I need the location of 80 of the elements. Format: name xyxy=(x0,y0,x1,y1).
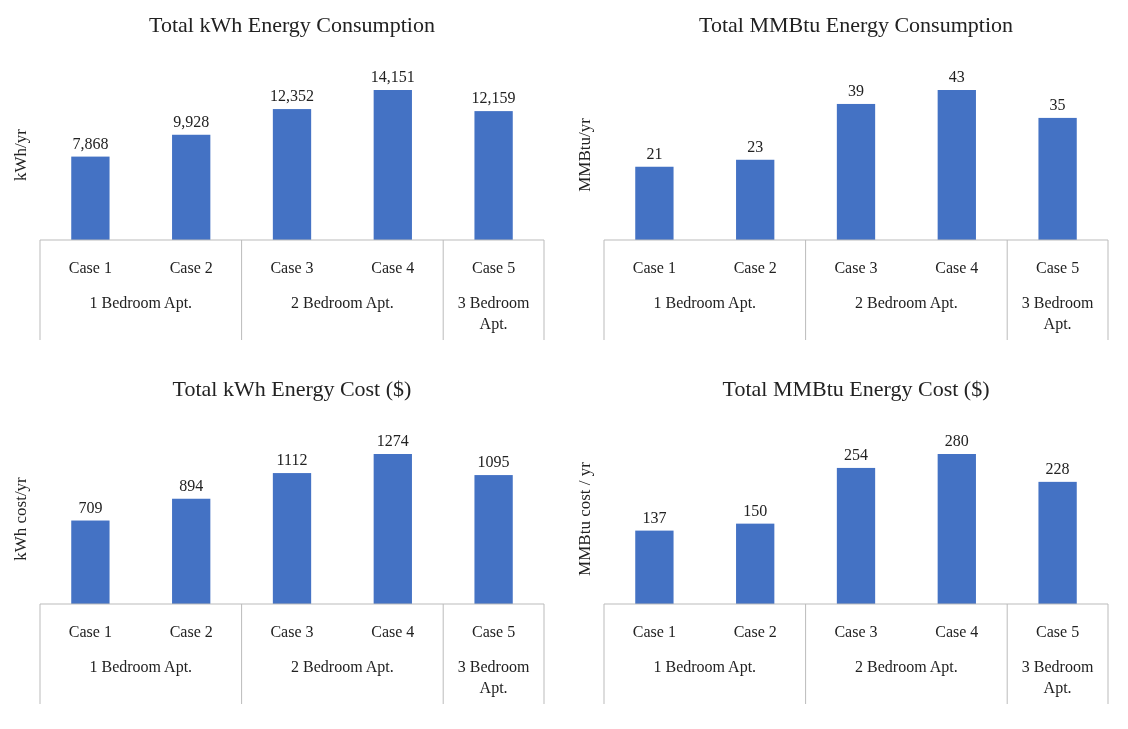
x-tick-label: Case 4 xyxy=(371,259,415,276)
data-label: 9,928 xyxy=(173,112,210,130)
x-tick-label: Case 2 xyxy=(733,259,777,276)
data-label: 254 xyxy=(844,445,868,463)
x-tick-label: Case 3 xyxy=(834,259,878,276)
bar xyxy=(937,454,976,604)
bar xyxy=(373,454,412,604)
data-label: 7,868 xyxy=(72,134,109,152)
chart-title: Total kWh Energy Cost ($) xyxy=(172,376,412,401)
text: 3 Bedroom Apt. xyxy=(457,658,530,697)
data-label: 23 xyxy=(747,137,764,155)
bar xyxy=(736,159,775,240)
bar xyxy=(172,498,211,604)
bar xyxy=(272,473,312,604)
data-label: 1112 xyxy=(276,451,308,469)
x-tick-label: Case 5 xyxy=(472,259,516,276)
y-axis-title: MMBtu/yr xyxy=(575,117,594,192)
text: 1 Bedroom Apt. xyxy=(89,658,193,676)
bar xyxy=(373,90,412,240)
y-axis-title: kWh/yr xyxy=(11,128,30,181)
bar xyxy=(937,90,976,240)
text: 3 Bedroom Apt. xyxy=(1021,294,1094,333)
bar xyxy=(71,520,110,604)
text: 1 Bedroom Apt. xyxy=(653,294,757,312)
x-tick-label: Case 2 xyxy=(169,259,213,276)
text: 2 Bedroom Apt. xyxy=(291,294,394,312)
x-tick-label: Case 5 xyxy=(1036,259,1080,276)
x-tick-label: Case 4 xyxy=(371,623,415,640)
x-tick-label: Case 2 xyxy=(169,623,213,640)
y-axis-title: kWh cost/yr xyxy=(11,476,30,561)
data-label: 39 xyxy=(848,81,864,99)
text: 1 Bedroom Apt. xyxy=(653,658,757,676)
bar xyxy=(272,109,312,240)
data-label: 1274 xyxy=(376,432,409,449)
x-tick-label: Case 1 xyxy=(632,259,676,276)
data-label: 150 xyxy=(743,501,768,519)
x-tick-label: Case 1 xyxy=(632,623,676,640)
data-label: 12,352 xyxy=(270,87,314,105)
data-label: 12,159 xyxy=(471,89,516,107)
bar xyxy=(635,166,674,240)
x-tick-label: Case 3 xyxy=(270,259,314,276)
text: 2 Bedroom Apt. xyxy=(855,658,958,676)
data-label: 43 xyxy=(948,68,965,85)
chart-title: Total kWh Energy Consumption xyxy=(149,12,435,37)
text: 3 Bedroom Apt. xyxy=(457,294,530,333)
chart-title: Total MMBtu Energy Cost ($) xyxy=(722,376,990,401)
y-axis-title: MMBtu cost / yr xyxy=(575,461,594,576)
data-label: 14,151 xyxy=(370,68,415,85)
x-tick-label: Case 4 xyxy=(935,623,979,640)
bar xyxy=(172,134,211,240)
x-tick-label: Case 1 xyxy=(68,259,112,276)
text: 2 Bedroom Apt. xyxy=(855,294,958,312)
bar xyxy=(1038,117,1077,240)
text: 1 Bedroom Apt. xyxy=(89,294,193,312)
data-label: 228 xyxy=(1045,459,1070,477)
bar xyxy=(635,530,674,604)
x-tick-label: Case 1 xyxy=(68,623,112,640)
text: 2 Bedroom Apt. xyxy=(291,658,394,676)
data-label: 894 xyxy=(179,476,204,494)
bar xyxy=(836,467,876,604)
x-tick-label: Case 5 xyxy=(1036,623,1080,640)
bar xyxy=(736,523,775,604)
x-tick-label: Case 3 xyxy=(834,623,878,640)
text: 3 Bedroom Apt. xyxy=(1021,658,1094,697)
x-tick-label: Case 4 xyxy=(935,259,979,276)
x-tick-label: Case 5 xyxy=(472,623,516,640)
chart-title: Total MMBtu Energy Consumption xyxy=(698,12,1014,37)
bar xyxy=(474,111,513,240)
data-label: 280 xyxy=(944,432,969,449)
data-label: 1095 xyxy=(477,453,510,471)
bar xyxy=(474,475,513,604)
data-label: 709 xyxy=(78,498,103,516)
bar xyxy=(1038,481,1077,604)
bar xyxy=(836,103,876,240)
data-label: 21 xyxy=(646,144,663,162)
data-label: 35 xyxy=(1049,95,1066,113)
data-label: 137 xyxy=(642,508,667,526)
x-tick-label: Case 2 xyxy=(733,623,777,640)
x-tick-label: Case 3 xyxy=(270,623,314,640)
bar xyxy=(71,156,110,240)
